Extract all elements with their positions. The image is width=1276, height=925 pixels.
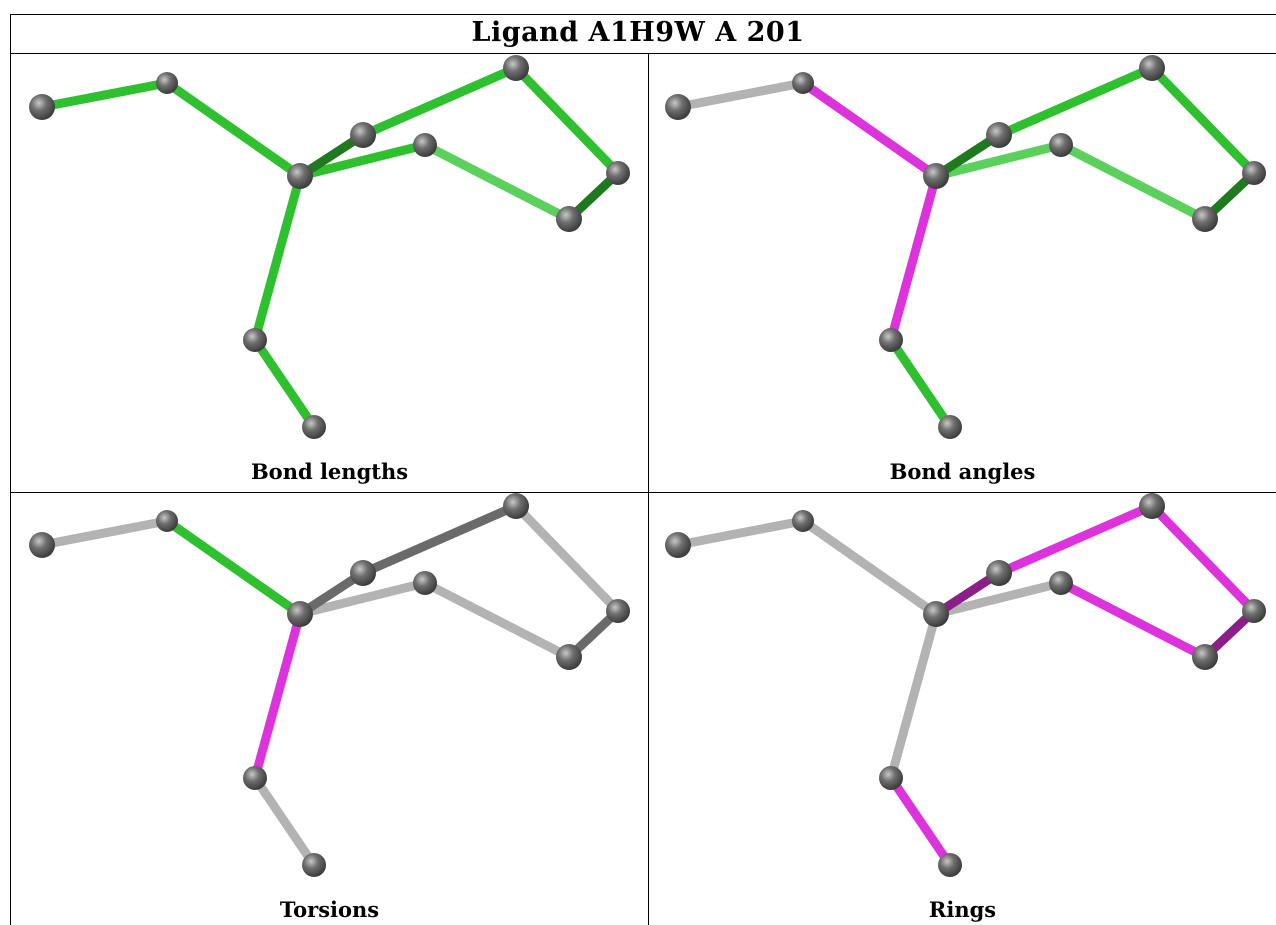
bond-0-1 bbox=[37, 78, 172, 112]
bond-3-4 bbox=[886, 335, 955, 432]
atom-0 bbox=[29, 532, 55, 558]
panel-torsions: Torsions bbox=[11, 493, 648, 925]
atom-6 bbox=[503, 55, 529, 81]
atom-7 bbox=[606, 161, 630, 185]
bond-0-1 bbox=[673, 78, 808, 112]
atom-9 bbox=[1049, 133, 1073, 157]
atom-5 bbox=[350, 122, 376, 148]
bond-9-8 bbox=[1056, 140, 1210, 224]
title-divider bbox=[10, 53, 1276, 54]
bond-3-4 bbox=[250, 773, 319, 870]
atom-5 bbox=[350, 560, 376, 586]
atom-8 bbox=[1192, 206, 1218, 232]
bond-0-1 bbox=[37, 516, 172, 550]
atom-2 bbox=[287, 163, 313, 189]
atom-8 bbox=[556, 206, 582, 232]
atom-8 bbox=[1192, 644, 1218, 670]
atom-4 bbox=[302, 853, 326, 877]
bond-1-2 bbox=[162, 516, 305, 619]
atom-0 bbox=[29, 94, 55, 120]
atom-0 bbox=[665, 532, 691, 558]
bond-2-3 bbox=[250, 609, 305, 783]
bond-3-4 bbox=[886, 773, 955, 870]
atom-0 bbox=[665, 94, 691, 120]
bond-9-8 bbox=[420, 140, 574, 224]
molecule-bond-lengths bbox=[29, 55, 630, 439]
panel-rings: Rings bbox=[649, 493, 1276, 925]
atom-7 bbox=[1242, 161, 1266, 185]
bond-2-9 bbox=[931, 140, 1066, 181]
caption-rings: Rings bbox=[928, 897, 997, 922]
atom-5 bbox=[986, 122, 1012, 148]
bond-5-6 bbox=[994, 501, 1157, 578]
atom-3 bbox=[243, 328, 267, 352]
bond-9-8 bbox=[1056, 578, 1210, 662]
bond-2-9 bbox=[295, 140, 430, 181]
bond-5-6 bbox=[994, 63, 1157, 140]
bond-5-6 bbox=[358, 501, 521, 578]
atom-7 bbox=[606, 599, 630, 623]
atom-9 bbox=[413, 133, 437, 157]
panel-bond-angles: Bond angles bbox=[649, 54, 1276, 492]
figure-title: Ligand A1H9W A 201 bbox=[471, 17, 805, 48]
bond-6-7 bbox=[511, 501, 623, 616]
atom-3 bbox=[879, 328, 903, 352]
top-border bbox=[10, 14, 1276, 15]
atom-4 bbox=[938, 415, 962, 439]
atom-8 bbox=[556, 644, 582, 670]
atom-2 bbox=[923, 601, 949, 627]
atom-5 bbox=[986, 560, 1012, 586]
atom-6 bbox=[1139, 55, 1165, 81]
molecule-torsions bbox=[29, 493, 630, 877]
atom-4 bbox=[938, 853, 962, 877]
bond-1-2 bbox=[798, 516, 941, 619]
bond-5-6 bbox=[358, 63, 521, 140]
column-divider bbox=[648, 53, 649, 925]
atom-3 bbox=[879, 766, 903, 790]
bond-6-7 bbox=[511, 63, 623, 178]
bond-9-8 bbox=[420, 578, 574, 662]
atom-9 bbox=[413, 571, 437, 595]
caption-bond-lengths: Bond lengths bbox=[250, 459, 409, 484]
bond-2-3 bbox=[886, 609, 941, 783]
bond-0-1 bbox=[673, 516, 808, 550]
bond-1-2 bbox=[798, 78, 941, 181]
atom-1 bbox=[156, 72, 178, 94]
bond-1-2 bbox=[162, 78, 305, 181]
atom-9 bbox=[1049, 571, 1073, 595]
molecule-bond-angles bbox=[665, 55, 1266, 439]
atom-2 bbox=[923, 163, 949, 189]
bond-6-7 bbox=[1147, 63, 1259, 178]
caption-bond-angles: Bond angles bbox=[889, 459, 1036, 484]
atom-6 bbox=[1139, 493, 1165, 519]
row-divider bbox=[10, 492, 1276, 493]
bond-6-7 bbox=[1147, 501, 1259, 616]
bond-2-9 bbox=[931, 578, 1066, 619]
atom-6 bbox=[503, 493, 529, 519]
atom-2 bbox=[287, 601, 313, 627]
atom-1 bbox=[792, 72, 814, 94]
atom-3 bbox=[243, 766, 267, 790]
atom-7 bbox=[1242, 599, 1266, 623]
bond-2-3 bbox=[886, 171, 941, 345]
atom-4 bbox=[302, 415, 326, 439]
molecule-rings bbox=[665, 493, 1266, 877]
panel-bond-lengths: Bond lengths bbox=[11, 54, 648, 492]
caption-torsions: Torsions bbox=[279, 897, 380, 922]
bond-2-3 bbox=[250, 171, 305, 345]
atom-1 bbox=[792, 510, 814, 532]
atom-1 bbox=[156, 510, 178, 532]
bond-3-4 bbox=[250, 335, 319, 432]
left-border bbox=[10, 14, 11, 925]
bond-2-9 bbox=[295, 578, 430, 619]
